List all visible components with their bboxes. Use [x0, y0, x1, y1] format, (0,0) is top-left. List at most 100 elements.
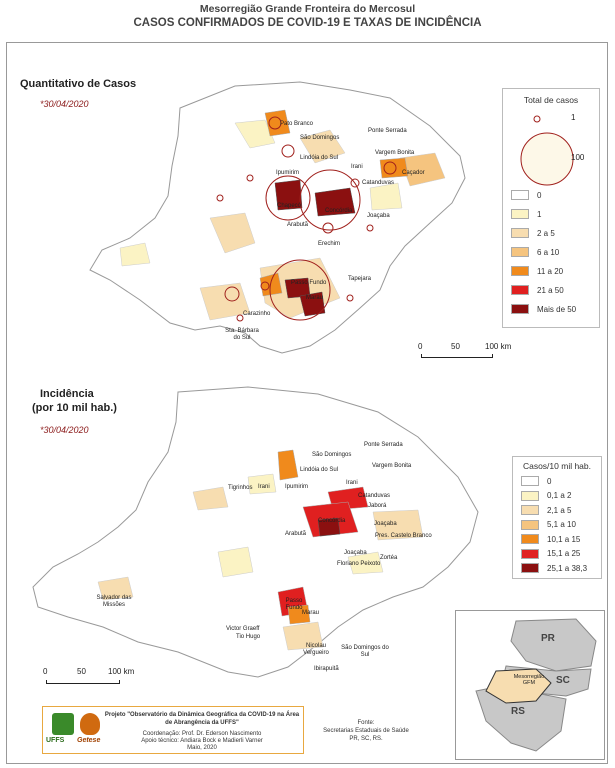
- map1-legend-label: 1: [537, 209, 542, 219]
- map2-city-lindoia: Lindóia do Sul: [300, 467, 339, 473]
- uffs-logo-text: UFFS: [46, 737, 65, 744]
- map1-date: *30/04/2020: [40, 99, 89, 109]
- map2-legend-label: 5,1 a 10: [547, 520, 576, 529]
- map1-city-pato-branco: Pato Branco: [280, 121, 314, 127]
- map1-region: [89, 81, 466, 354]
- map2-city-victor-graeff: Victor Graeff: [226, 626, 260, 632]
- map1-city-vargem-bonita: Vargem Bonita: [375, 150, 415, 156]
- map2-city-vargem-bonita: Vargem Bonita: [372, 463, 412, 469]
- title-line-1: Mesorregião Grande Fronteira do Mercosul: [199, 3, 416, 15]
- map2-city-tio-hugo: Tio Hugo: [236, 634, 261, 640]
- map1-legend-swatch: [511, 247, 529, 257]
- map2-legend-swatch: [521, 548, 539, 559]
- map2-legend-swatch: [521, 563, 539, 573]
- map2-legend-label: 2,1 a 5: [547, 505, 572, 515]
- map2-city-marau: Marau: [302, 610, 320, 616]
- map1-city-ipumirim: Ipumirim: [276, 170, 300, 176]
- map1-legend-label: 11 a 20: [537, 266, 564, 276]
- map1-legend-row: 1: [511, 208, 541, 220]
- map2-subtitle: (por 10 mil hab.): [32, 402, 117, 414]
- inset-label-sc: SC: [556, 675, 570, 686]
- map1-legend-row: 11 a 20: [511, 265, 563, 277]
- map2-city-pres-castelo-branco: Pres. Castelo Branco: [375, 533, 432, 539]
- map2-legend-swatch: [521, 490, 539, 501]
- footer-date: Maio, 2020: [187, 745, 217, 751]
- map2-legend-row: 0,1 a 2: [521, 490, 571, 502]
- map1-legend-circles: [520, 115, 574, 186]
- map2-legend-swatch: [521, 505, 539, 515]
- inset-label-rs: RS: [511, 706, 525, 717]
- map2-city-passo-fundo: Passo Fundo: [285, 598, 303, 611]
- map1-legend-swatch: [511, 190, 529, 200]
- map1-legend-label: 21 a 50: [537, 285, 564, 295]
- map1-legend-swatch: [511, 304, 529, 314]
- map1-city-carazinho: Carazinho: [243, 311, 271, 317]
- source-line2: PR, SC, RS.: [349, 736, 383, 742]
- map1-legend-title: Total de casos: [523, 95, 579, 105]
- map1-city-marau: Marau: [306, 295, 324, 301]
- map2-scale-bar: [46, 680, 120, 684]
- map2-legend-row: 5,1 a 10: [521, 519, 576, 531]
- map1-legend-swatch: [511, 266, 529, 276]
- inset-map: PR SC RS Mesorregião GFM: [455, 610, 605, 760]
- footer-coord: Coordenação: Prof. Dr. Ederson Nasciment…: [142, 731, 262, 737]
- map1-scale-0: 0: [418, 342, 423, 351]
- map1-city-ponte-serrada: Ponte Serrada: [368, 128, 407, 134]
- map2-city-jabora: Jaborá: [368, 503, 387, 509]
- map1-legend-row: 6 a 10: [511, 246, 559, 258]
- map2-date: *30/04/2020: [40, 425, 89, 435]
- map1-scale-100: 100 km: [485, 342, 512, 351]
- map2-legend-label: 10,1 a 15: [547, 534, 581, 544]
- map1-legend-label: 6 a 10: [537, 247, 560, 257]
- map2-scale-100: 100 km: [108, 667, 135, 676]
- map1-legend: Total de casos 1 100 0 1 2 a 5 6 a 10 11 a 2…: [502, 88, 600, 328]
- map2-legend-label: 0,1 a 2: [547, 491, 572, 500]
- map1-legend-circle-100: 100: [571, 153, 585, 162]
- footer-project: Projeto "Observatório da Dinâmica Geográ…: [104, 712, 300, 726]
- map2-city-joacaba: Joaçaba: [374, 521, 397, 527]
- footer-box: [42, 706, 304, 754]
- map2-legend-row: 0: [521, 475, 551, 487]
- map1-city-erechim: Erechim: [318, 241, 341, 247]
- map1-city-tapejara: Tapejara: [348, 276, 372, 282]
- map2-legend-swatch: [521, 476, 539, 486]
- map2-legend-row: 2,1 a 5: [521, 504, 571, 516]
- map1-city-chapeco: Chapecó: [277, 203, 302, 209]
- map2-city-tigrinhos: Tigrinhos: [228, 485, 253, 491]
- map1-legend-row: 21 a 50: [511, 284, 564, 296]
- map2-scale-50: 50: [77, 667, 86, 676]
- map2-city-ipumirim: Ipumirim: [285, 484, 309, 490]
- map2-city-concordia: Concórdia: [318, 518, 346, 524]
- map1-city-lindoia: Lindóia do Sul: [300, 155, 339, 161]
- getese-logo-text: Getese: [77, 737, 101, 744]
- map1-legend-swatch: [511, 228, 529, 238]
- map2-legend-row: 15,1 a 25: [521, 548, 580, 560]
- map2-city-irani-west: Irani: [258, 484, 270, 490]
- map1-legend-label: 0: [537, 190, 542, 200]
- map-frame: [6, 42, 608, 764]
- map2-legend: Casos/10 mil hab. 0 0,1 a 2 2,1 a 5 5,1 a 1…: [512, 456, 602, 579]
- map1-city-sta-barbara: Sta. Bárbara do Sul: [225, 328, 259, 341]
- map2-city-ponte-serrada: Ponte Serrada: [364, 442, 403, 448]
- map2-legend-label: 25,1 a 38,3: [547, 563, 588, 573]
- inset-label-pr: PR: [541, 633, 555, 644]
- map1-city-cacador: Caçador: [402, 170, 425, 176]
- map1-legend-circle-1: 1: [571, 113, 576, 122]
- map2-city-catanduvas: Catanduvas: [358, 493, 391, 499]
- map2-city-sao-domingos: São Domingos: [312, 452, 352, 458]
- map2-region: [32, 386, 479, 678]
- map1-legend-label: Mais de 50: [537, 304, 577, 314]
- footer-support: Apoio técnico: Andiara Bock e Madierli V…: [141, 738, 263, 744]
- map1-city-sao-domingos: São Domingos: [300, 135, 340, 141]
- map1-title: Quantitativo de Casos: [20, 78, 137, 90]
- map1-city-irani: Irani: [351, 164, 363, 170]
- map1-scale-50: 50: [451, 342, 460, 351]
- map1-legend-row: Mais de 50: [511, 303, 576, 315]
- map1-scale-bar: [421, 354, 493, 358]
- map2-legend-label: 15,1 a 25: [547, 549, 581, 558]
- map1-city-concordia: Concórdia: [325, 208, 353, 214]
- title-line-2: CASOS CONFIRMADOS DE COVID-19 E TAXAS DE…: [133, 17, 482, 29]
- map2-city-floriano-peixoto: Floriano Peixoto: [337, 561, 381, 567]
- map1-legend-row: 0: [511, 189, 541, 201]
- map1-city-arabuta: Arabutã: [287, 222, 309, 228]
